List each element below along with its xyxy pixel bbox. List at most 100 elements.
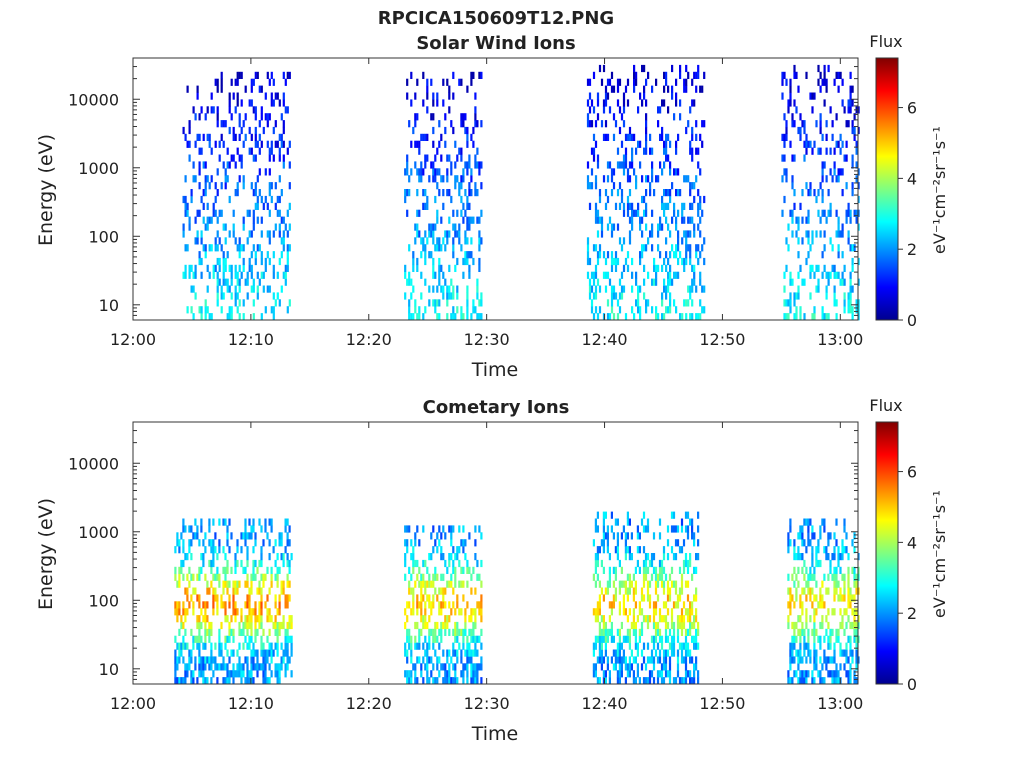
flux-cell <box>230 566 233 574</box>
flux-cell <box>464 126 467 135</box>
flux-cell <box>835 230 838 238</box>
flux-cell <box>614 656 617 664</box>
flux-cell <box>216 677 219 685</box>
flux-cell <box>256 175 259 183</box>
flux-cell <box>598 285 602 293</box>
flux-cell <box>470 251 473 259</box>
flux-cell <box>614 546 617 554</box>
flux-cell <box>200 257 203 266</box>
flux-cell <box>634 635 637 643</box>
flux-cell <box>829 532 832 540</box>
flux-cell <box>697 189 700 197</box>
flux-cell <box>672 635 676 643</box>
flux-cell <box>633 168 636 176</box>
flux-cell <box>200 608 203 616</box>
flux-cell <box>204 175 207 183</box>
flux-cell <box>184 264 187 272</box>
flux-cell <box>674 601 678 609</box>
flux-cell <box>821 209 824 217</box>
flux-cell <box>480 120 483 128</box>
flux-cell <box>452 546 455 554</box>
flux-cell <box>628 230 632 238</box>
flux-cell <box>258 278 261 286</box>
flux-cell <box>678 621 682 630</box>
flux-cell <box>807 649 810 657</box>
flux-cell <box>827 621 830 630</box>
flux-cell <box>843 628 846 636</box>
flux-cell <box>244 580 247 588</box>
flux-cell <box>670 642 674 650</box>
flux-cell <box>234 78 237 86</box>
flux-cell <box>823 244 826 252</box>
flux-cell <box>276 663 279 671</box>
flux-cell <box>232 628 235 636</box>
flux-cell <box>454 161 457 169</box>
flux-cell <box>837 677 840 685</box>
flux-cell <box>646 594 650 602</box>
colorbar <box>875 421 899 685</box>
flux-cell <box>693 195 696 204</box>
flux-cell <box>226 615 229 623</box>
flux-cell <box>454 264 457 272</box>
flux-cell <box>626 195 630 204</box>
flux-cell <box>448 154 451 162</box>
flux-cell <box>594 209 598 217</box>
flux-cell <box>286 601 289 609</box>
flux-cell <box>689 292 692 300</box>
flux-cell <box>817 209 820 217</box>
flux-cell <box>664 656 668 664</box>
flux-cell <box>444 615 447 623</box>
flux-cell <box>606 532 609 540</box>
flux-cell <box>843 546 846 554</box>
colorbar <box>875 57 899 321</box>
flux-cell <box>801 525 804 533</box>
flux-cell <box>474 113 477 121</box>
flux-cell <box>594 306 598 314</box>
flux-cell <box>678 587 682 595</box>
flux-cell <box>200 621 203 630</box>
flux-cell <box>288 594 291 602</box>
flux-cell <box>795 649 798 657</box>
flux-cell <box>456 677 459 685</box>
flux-cell <box>198 257 201 266</box>
flux-cell <box>284 525 287 533</box>
flux-cell <box>268 237 271 245</box>
flux-cell <box>238 670 241 678</box>
flux-cell <box>480 628 483 636</box>
flux-cell <box>614 251 618 259</box>
flux-cell <box>226 251 229 259</box>
flux-cell <box>192 601 195 609</box>
flux-cell <box>236 278 239 286</box>
flux-cell <box>821 663 824 671</box>
flux-cell <box>416 189 419 197</box>
flux-cell <box>819 147 822 155</box>
flux-cell <box>594 140 598 148</box>
flux-cell <box>785 126 788 135</box>
flux-cell <box>660 580 664 588</box>
flux-cell <box>448 285 451 293</box>
flux-cell <box>640 649 644 657</box>
flux-cell <box>240 126 243 135</box>
flux-cell <box>676 656 680 664</box>
colorbar-tick-label: 2 <box>907 604 917 623</box>
flux-cell <box>448 85 451 93</box>
flux-cell <box>602 635 605 643</box>
flux-cell <box>793 299 796 307</box>
flux-cell <box>206 306 209 314</box>
flux-cell <box>474 649 477 657</box>
flux-cell <box>242 663 245 671</box>
flux-cell <box>282 154 285 162</box>
flux-cell <box>596 573 599 581</box>
flux-cell <box>208 244 211 252</box>
flux-cell <box>789 649 792 657</box>
flux-cell <box>418 306 421 314</box>
flux-cell <box>208 313 211 321</box>
flux-cell <box>813 594 816 602</box>
flux-cell <box>250 670 253 678</box>
flux-cell <box>180 649 183 657</box>
flux-cell <box>452 126 455 135</box>
flux-cell <box>250 663 253 671</box>
flux-cell <box>286 532 289 540</box>
flux-cell <box>658 656 662 664</box>
flux-cell <box>478 601 481 609</box>
